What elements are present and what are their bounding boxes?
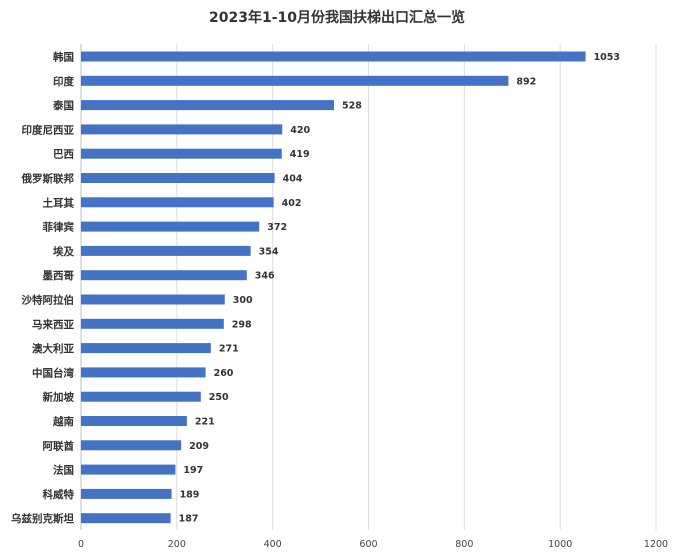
value-label: 300 <box>233 295 253 306</box>
bar-4 <box>81 148 282 159</box>
labels: 0 200 400 600 800 1000 1200 韩国 1053 印度 892 泰国 528 印度尼… <box>11 51 668 551</box>
value-label: 419 <box>290 149 310 160</box>
value-label: 271 <box>219 344 239 355</box>
chart-title: 2023年1-10月份我国扶梯出口汇总一览 <box>209 9 465 26</box>
value-label: 189 <box>180 489 200 500</box>
category-label: 埃及 <box>53 245 74 258</box>
bar-6 <box>81 197 274 208</box>
bar-1 <box>81 75 509 86</box>
category-label: 阿联酋 <box>43 439 75 452</box>
value-label: 420 <box>290 125 310 136</box>
x-tick-label: 1200 <box>644 539 668 550</box>
bar-3 <box>81 124 283 135</box>
x-tick-label: 200 <box>168 539 186 550</box>
value-label: 1053 <box>594 52 620 63</box>
category-label: 印度尼西亚 <box>22 123 75 136</box>
x-tick-label: 1000 <box>548 539 572 550</box>
category-label: 墨西哥 <box>43 270 75 282</box>
bar-18 <box>81 488 172 499</box>
value-label: 298 <box>232 319 252 330</box>
bar-11 <box>81 318 224 329</box>
bar-5 <box>81 173 275 183</box>
category-label: 土耳其 <box>43 196 75 209</box>
category-label: 澳大利亚 <box>32 342 74 355</box>
bar-0 <box>81 51 586 62</box>
value-label: 346 <box>255 271 275 282</box>
category-label: 越南 <box>52 415 74 428</box>
bar-15 <box>81 416 187 426</box>
value-label: 372 <box>267 222 287 233</box>
category-label: 中国台湾 <box>32 366 74 379</box>
value-label: 250 <box>209 392 229 403</box>
category-label: 新加坡 <box>43 391 75 404</box>
category-label: 俄罗斯联邦 <box>21 172 75 185</box>
value-label: 528 <box>342 101 362 112</box>
bar-12 <box>81 343 211 354</box>
bar-13 <box>81 367 206 378</box>
bar-16 <box>81 440 182 451</box>
value-label: 404 <box>283 174 303 185</box>
value-label: 892 <box>516 76 536 87</box>
grid-lines <box>80 44 657 530</box>
category-label: 泰国 <box>52 99 74 112</box>
bar-19 <box>81 513 171 524</box>
bar-9 <box>81 270 247 281</box>
x-tick-label: 600 <box>359 539 377 550</box>
value-label: 197 <box>183 465 203 476</box>
x-tick-label: 0 <box>78 539 84 550</box>
category-label: 法国 <box>53 464 74 477</box>
bars <box>81 51 586 524</box>
value-label: 354 <box>259 246 279 257</box>
value-label: 187 <box>179 514 199 525</box>
category-label: 巴西 <box>53 149 74 161</box>
bar-7 <box>81 221 260 232</box>
category-label: 马来西亚 <box>32 318 74 331</box>
category-label: 沙特阿拉伯 <box>22 294 75 307</box>
value-label: 260 <box>214 368 234 379</box>
bar-2 <box>81 100 334 111</box>
x-tick-label: 400 <box>264 539 282 550</box>
category-label: 菲律宾 <box>43 221 75 234</box>
value-label: 402 <box>282 198 302 209</box>
value-label: 221 <box>195 417 215 428</box>
bar-14 <box>81 391 201 402</box>
category-label: 科威特 <box>43 488 75 501</box>
x-tick-label: 800 <box>455 539 473 550</box>
category-label: 乌兹别克斯坦 <box>11 512 74 525</box>
category-label: 印度 <box>53 75 74 88</box>
bar-17 <box>81 464 176 475</box>
bar-8 <box>81 245 251 256</box>
bar-10 <box>81 294 225 305</box>
category-label: 韩国 <box>53 51 74 64</box>
value-label: 209 <box>189 441 209 452</box>
